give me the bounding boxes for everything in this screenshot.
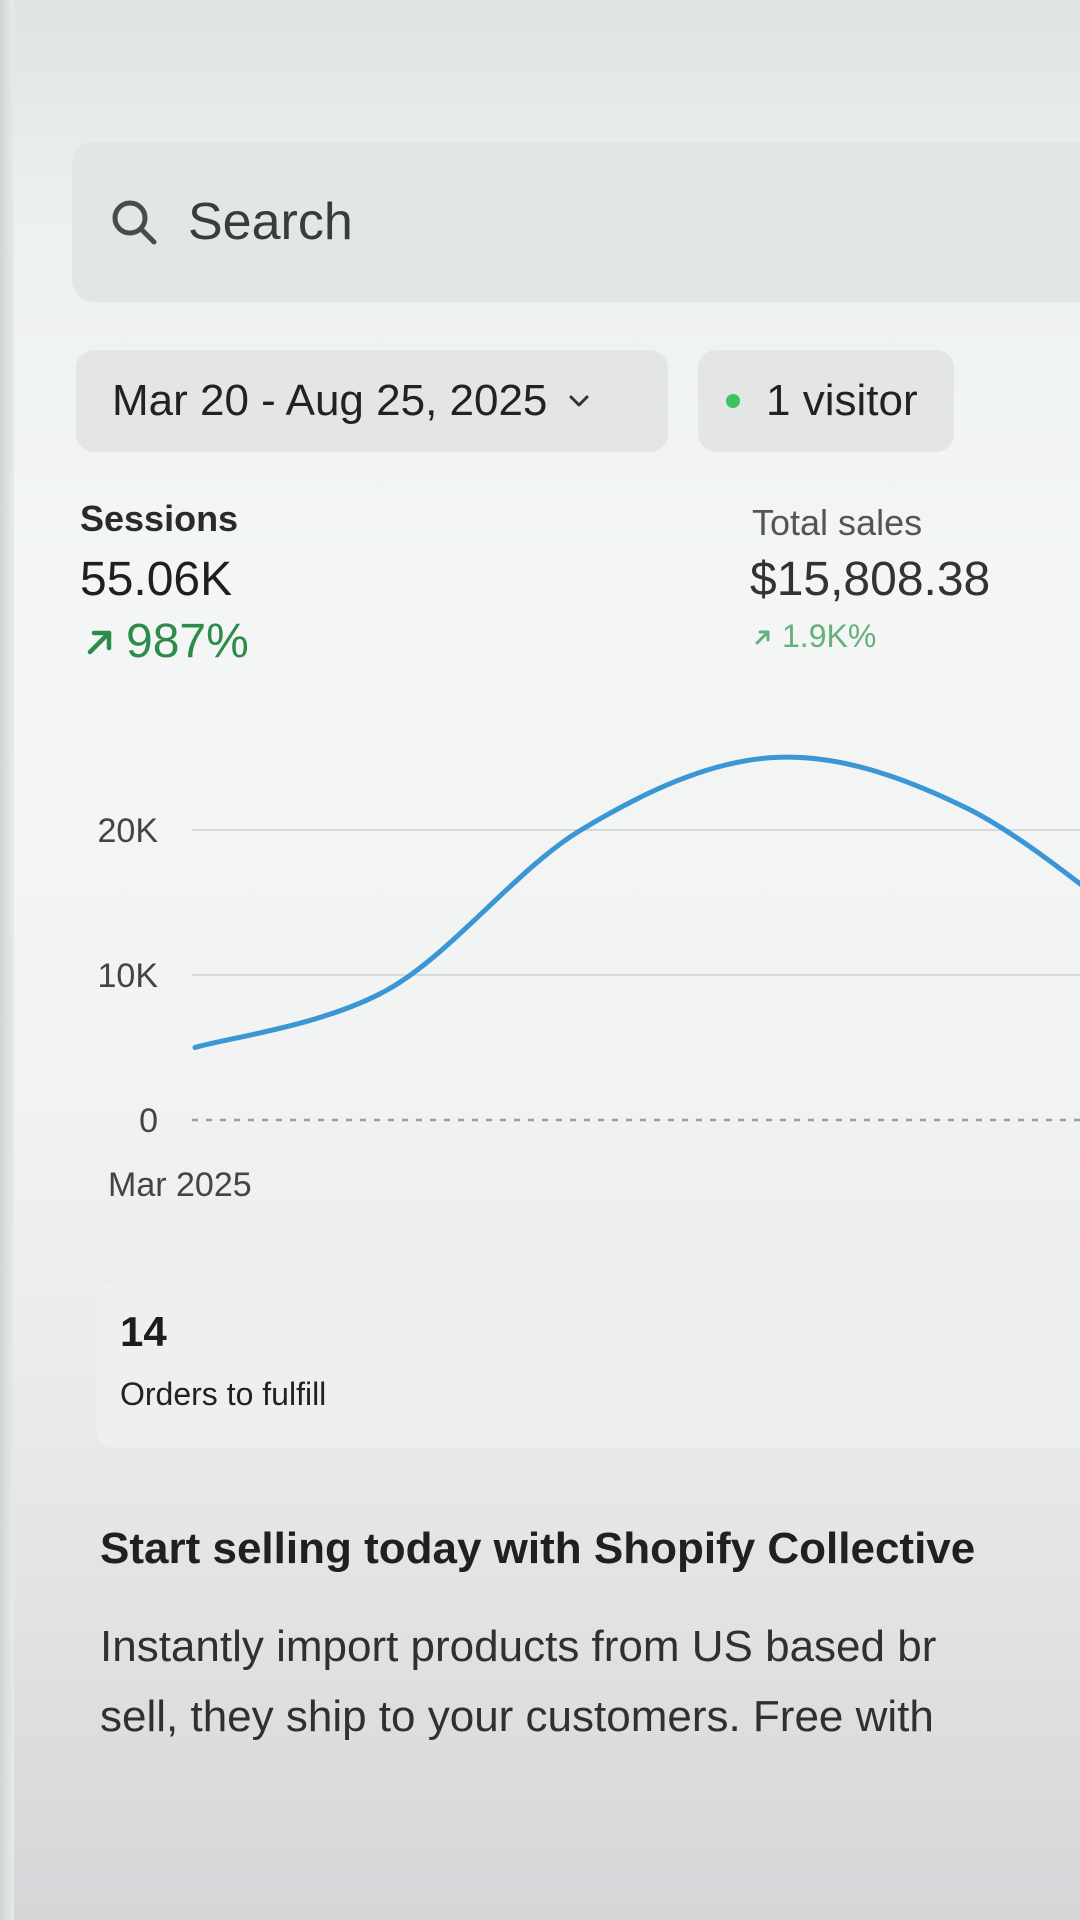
- total-sales-delta-value: 1.9K%: [782, 618, 877, 654]
- chart-x-tick-label: Mar 2025: [108, 1166, 252, 1204]
- sessions-delta-value: 987%: [126, 615, 249, 668]
- chart-grid: [192, 829, 1080, 1122]
- total-sales-label: Total sales: [752, 502, 923, 543]
- date-range-label: Mar 20 - Aug 25, 2025: [112, 376, 548, 425]
- promo-body-line: Instantly import products from US based …: [100, 1622, 937, 1671]
- total-sales-value: $15,808.38: [750, 553, 991, 606]
- chart-y-tick-label: 0: [139, 1102, 158, 1140]
- sessions-chart: 0 10K 20K Mar 2025: [98, 754, 1080, 1204]
- chart-y-tick-label: 10K: [98, 957, 159, 995]
- promo-title: Start selling today with Shopify Collect…: [100, 1524, 976, 1573]
- date-range-picker[interactable]: Mar 20 - Aug 25, 2025: [76, 350, 668, 452]
- sessions-series-line: [192, 754, 1080, 1050]
- sessions-value: 55.06K: [80, 553, 233, 606]
- chart-y-axis: 0 10K 20K: [98, 812, 159, 1140]
- orders-count: 14: [120, 1308, 167, 1355]
- search-bar[interactable]: Search: [72, 142, 1080, 302]
- chevron-down-icon: [569, 395, 589, 407]
- search-icon: [112, 200, 157, 245]
- total-sales-delta: 1.9K%: [752, 618, 876, 655]
- promo-body: Instantly import products from US based …: [100, 1612, 1080, 1752]
- chart-y-tick-label: 20K: [98, 812, 159, 850]
- live-visitors-button[interactable]: 1 visitor: [698, 350, 954, 452]
- search-input[interactable]: Search: [188, 193, 353, 251]
- sessions-label: Sessions: [80, 498, 239, 539]
- promo-body-line: sell, they ship to your customers. Free …: [100, 1692, 934, 1741]
- orders-label: Orders to fulfill: [120, 1376, 327, 1412]
- left-edge: [0, 0, 14, 1920]
- orders-to-fulfill-card[interactable]: 14 Orders to fulfill: [96, 1282, 1080, 1448]
- visitor-count: 1 visitor: [766, 376, 918, 425]
- arrow-up-right-icon: [755, 630, 770, 644]
- live-status-dot: [726, 394, 740, 408]
- sessions-delta: 987%: [82, 614, 249, 669]
- arrow-up-right-icon: [87, 630, 112, 654]
